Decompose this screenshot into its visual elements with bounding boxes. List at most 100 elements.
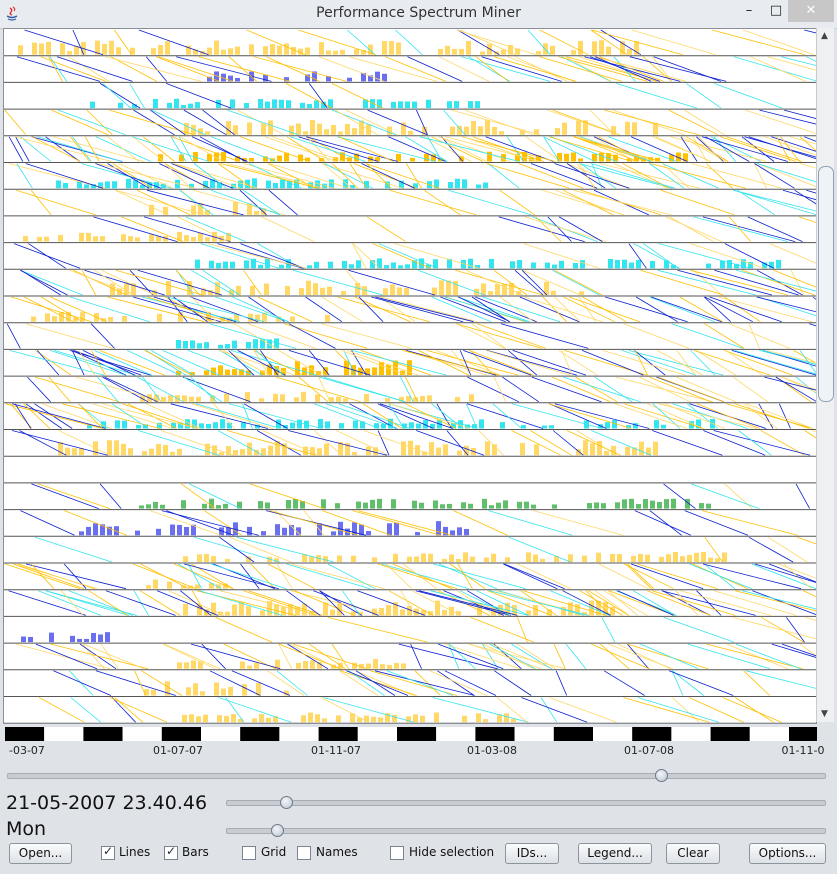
bars-checkbox[interactable]: ✓ (164, 844, 178, 860)
spectrum-segment (573, 136, 662, 162)
hide-selection-checkbox[interactable] (390, 846, 404, 860)
spectrum-bar (233, 201, 238, 215)
zoom-slider-track[interactable] (226, 800, 826, 806)
spectrum-segment (276, 563, 293, 589)
spectrum-bar (189, 396, 194, 402)
spectrum-segment (321, 323, 412, 349)
spectrum-segment (634, 510, 691, 536)
vertical-scrollbar[interactable]: ▲ ▼ (816, 28, 834, 722)
spectrum-segment (239, 189, 267, 216)
performance-spectrum-plot[interactable] (3, 28, 817, 724)
spectrum-bar (140, 184, 145, 189)
open-button[interactable]: Open... (9, 843, 72, 864)
spectrum-segment (514, 56, 568, 82)
spectrum-segment (32, 136, 81, 162)
spectrum-segment (640, 269, 724, 296)
current-datetime: 21-05-2007 23.40.46 (6, 792, 208, 814)
spectrum-bar (181, 105, 186, 109)
spectrum-canvas[interactable] (4, 29, 816, 723)
spectrum-segment (540, 697, 558, 723)
spectrum-bar (392, 714, 397, 723)
spectrum-segment (41, 403, 112, 429)
spectrum-bar (393, 602, 398, 616)
spectrum-bar (484, 557, 489, 562)
timeline-slider-track[interactable] (7, 773, 826, 779)
scrollbar-thumb[interactable] (818, 166, 834, 402)
spectrum-segment (210, 563, 287, 590)
spectrum-bar (446, 280, 451, 295)
minimize-button[interactable]: – (745, 3, 753, 18)
spectrum-segment (778, 403, 791, 429)
spectrum-segment (14, 563, 98, 590)
spectrum-bar (198, 128, 203, 135)
spectrum-bar (91, 184, 96, 189)
close-button[interactable]: ✕ (788, 0, 834, 22)
spectrum-bar (354, 153, 359, 162)
spectrum-bar (540, 558, 545, 562)
spectrum-segment (726, 403, 813, 429)
spectrum-bar (115, 420, 120, 429)
spectrum-segment (12, 430, 108, 456)
spectrum-segment (405, 136, 448, 162)
spectrum-segment (487, 163, 520, 189)
spectrum-segment (504, 563, 565, 590)
spectrum-bar (274, 558, 279, 562)
spectrum-bar (580, 260, 585, 269)
spectrum-bar (629, 262, 634, 269)
spectrum-bar (232, 369, 237, 376)
spectrum-segment (637, 697, 719, 723)
speed-slider-knob[interactable] (270, 824, 284, 837)
spectrum-segment (669, 216, 714, 242)
spectrum-bar (163, 206, 168, 215)
spectrum-bar (398, 265, 403, 269)
spectrum-segment (637, 563, 718, 590)
spectrum-bar (236, 285, 241, 295)
spectrum-bar (352, 522, 357, 536)
spectrum-segment (136, 189, 191, 216)
scroll-down-icon[interactable]: ▼ (821, 709, 828, 719)
spectrum-segment (24, 29, 104, 56)
spectrum-segment (688, 643, 771, 670)
spectrum-bar (536, 51, 541, 55)
lines-checkbox[interactable]: ✓ (101, 844, 115, 860)
spectrum-bar (333, 157, 338, 162)
spectrum-segment (799, 216, 816, 223)
spectrum-segment (662, 163, 719, 189)
spectrum-segment (262, 430, 320, 456)
spectrum-bar (310, 447, 315, 456)
spectrum-bar (161, 396, 166, 402)
spectrum-segment (352, 243, 367, 269)
spectrum-bar (368, 44, 373, 55)
spectrum-segment (379, 403, 453, 429)
zoom-slider-knob[interactable] (279, 796, 293, 809)
spectrum-bar (399, 180, 404, 189)
ids-button[interactable]: IDs... (505, 843, 559, 864)
speed-slider-track[interactable] (226, 828, 826, 834)
spectrum-segment (516, 617, 528, 643)
spectrum-bar (290, 422, 295, 429)
grid-checkbox[interactable] (242, 846, 256, 860)
spectrum-bar (77, 181, 82, 189)
spectrum-bar (45, 313, 50, 322)
spectrum-segment (552, 109, 620, 136)
maximize-button[interactable]: □ (769, 3, 783, 18)
options-button[interactable]: Options... (749, 843, 826, 864)
clear-button[interactable]: Clear (666, 843, 720, 864)
spectrum-bar (303, 661, 308, 669)
spectrum-bar (370, 499, 375, 509)
timeline-slider-knob[interactable] (654, 769, 668, 782)
spectrum-bar (579, 291, 584, 295)
spectrum-bar (186, 45, 191, 55)
legend-button[interactable]: Legend... (578, 843, 652, 864)
spectrum-bar (596, 552, 601, 562)
spectrum-bar (762, 262, 767, 269)
spectrum-segment (268, 189, 298, 216)
spectrum-segment (426, 350, 519, 376)
spectrum-bar (554, 555, 559, 562)
spectrum-segment (227, 109, 299, 136)
spectrum-segment (35, 376, 120, 403)
spectrum-segment (105, 56, 202, 82)
scroll-up-icon[interactable]: ▲ (821, 31, 828, 41)
spectrum-segment (362, 403, 403, 429)
names-checkbox[interactable] (297, 846, 311, 860)
